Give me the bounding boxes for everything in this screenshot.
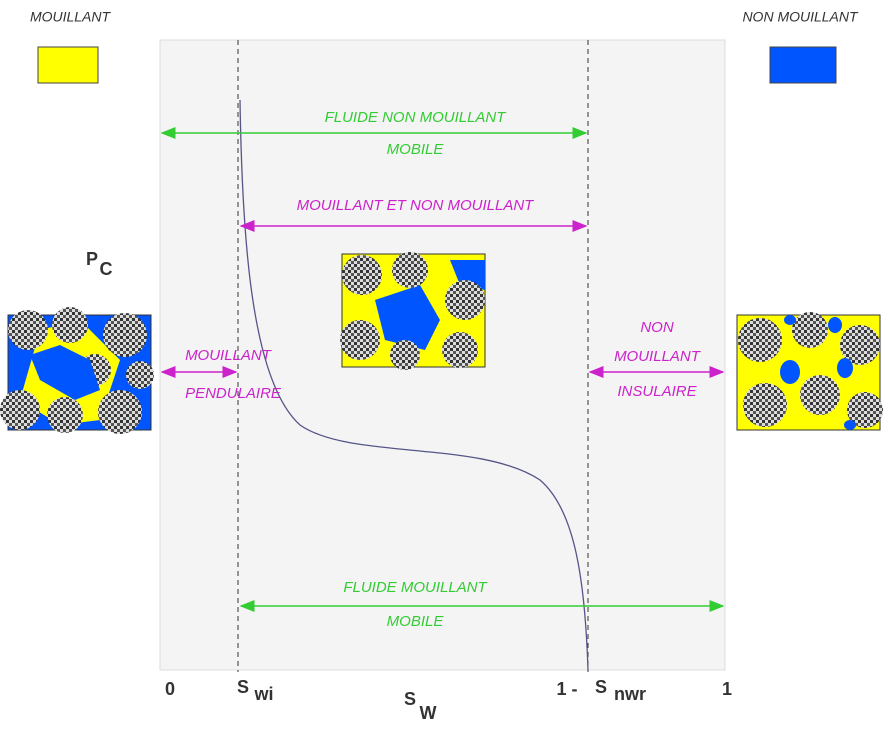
annotation: FLUIDE NON MOUILLANT (325, 109, 508, 126)
pore-image-right (736, 312, 883, 431)
annotation: PENDULAIRE (185, 385, 282, 402)
wetting-swatch (37, 46, 99, 84)
annotation: MOUILLANT (185, 347, 273, 364)
pore-image-center (340, 252, 486, 370)
y-axis-label: P (86, 249, 98, 269)
annotation: MOBILE (387, 613, 445, 630)
annotation: NON (640, 319, 674, 336)
x-tick-label: 1 (722, 679, 732, 699)
x-tick-label: S (595, 677, 607, 697)
x-tick-label: S (237, 677, 249, 697)
x-axis-label: S (404, 689, 416, 709)
x-tick-label: 1 - (556, 679, 577, 699)
annotation: MOBILE (387, 141, 445, 158)
x-axis-subscript: W (420, 703, 437, 723)
y-axis-subscript: C (100, 259, 113, 279)
pc-curve (239, 99, 589, 671)
annotation: MOUILLANT ET NON MOUILLANT (297, 197, 536, 214)
x-tick-subscript: wi (253, 684, 273, 704)
x-tick-subscript: nwr (614, 684, 646, 704)
nonwetting-swatch (769, 46, 837, 84)
legend-nonwetting: NON MOUILLANT (742, 9, 859, 25)
annotation: FLUIDE MOUILLANT (343, 579, 488, 596)
pore-image-left (0, 307, 154, 434)
x-tick-label: 0 (165, 679, 175, 699)
annotation: MOUILLANT (614, 348, 702, 365)
legend-wetting: MOUILLANT (30, 9, 112, 25)
annotation: INSULAIRE (617, 383, 697, 400)
